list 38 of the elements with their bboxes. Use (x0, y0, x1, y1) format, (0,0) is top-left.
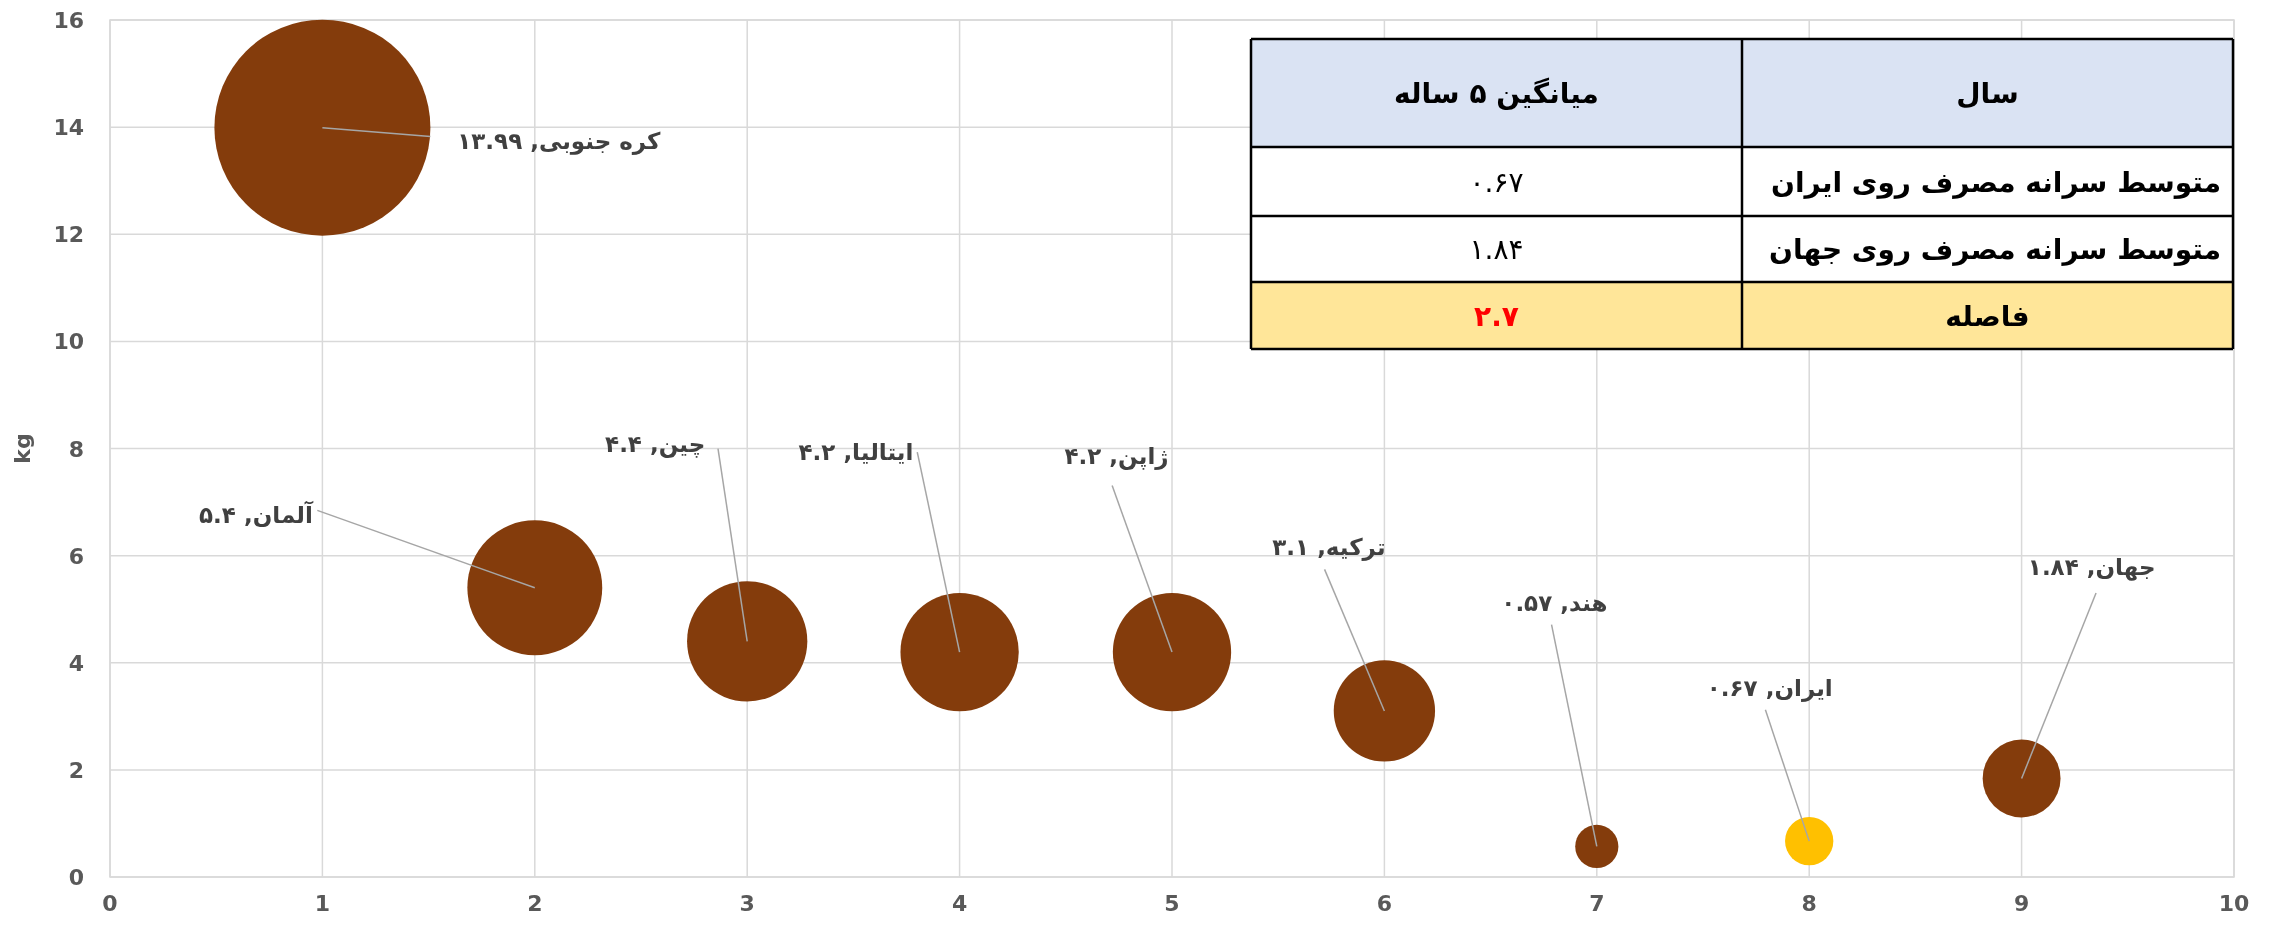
category-label: متوسط سرانه مصرف روی جهان (1768, 233, 2221, 266)
x-tick-label: 7 (1589, 891, 1605, 916)
y-tick-label: 0 (68, 865, 84, 890)
text: ۱.۸۴ (1469, 233, 1524, 266)
category-label: میانگین ۵ ساله (1394, 77, 1599, 110)
x-tick-label: 9 (2013, 891, 2030, 916)
x-tick-label: 6 (1376, 891, 1393, 916)
y-tick-label: 6 (68, 543, 84, 569)
x-tick-label: 4 (951, 891, 968, 916)
y-axis-title: kg (10, 433, 35, 464)
y-tick-label: 16 (53, 8, 84, 33)
category-label: سال (1956, 77, 2019, 110)
y-tick-label: 2 (68, 757, 84, 783)
y-tick-label: 14 (53, 115, 84, 141)
data-label: ژاپن, ۴.۲ (1064, 443, 1169, 471)
x-tick-label: 8 (1801, 891, 1817, 916)
x-tick-label: 1 (314, 891, 331, 916)
y-tick-label: 4 (68, 650, 84, 676)
x-tick-label: 0 (102, 891, 118, 916)
x-tick-label: 5 (1164, 891, 1180, 916)
data-label: آلمان, ۵.۴ (199, 499, 314, 528)
data-label: جهان, ۱.۸۴ (2027, 553, 2156, 581)
y-tick-label: 8 (68, 436, 84, 462)
x-tick-label: 3 (739, 891, 755, 916)
x-tick-label: 10 (2218, 891, 2250, 916)
y-tick-label: 12 (53, 222, 84, 248)
text: ۰.۶۷ (1469, 165, 1524, 199)
y-tick-label: 10 (53, 329, 84, 355)
data-label: ایران, ۰.۶۷ (1706, 674, 1833, 702)
category-label: فاصله (1945, 299, 2030, 333)
data-label: چین, ۴.۴ (605, 431, 706, 459)
x-tick-label: 2 (527, 891, 543, 916)
text: ۲.۷ (1474, 299, 1519, 333)
data-label: هند, ۰.۵۷ (1501, 589, 1608, 616)
category-label: متوسط سرانه مصرف روی ایران (1771, 165, 2221, 199)
data-label: کره جنوبی, ۱۳.۹۹ (457, 127, 662, 155)
data-label: ترکیه, ۳.۱ (1272, 534, 1386, 562)
data-label: ایتالیا, ۴.۲ (798, 439, 914, 466)
